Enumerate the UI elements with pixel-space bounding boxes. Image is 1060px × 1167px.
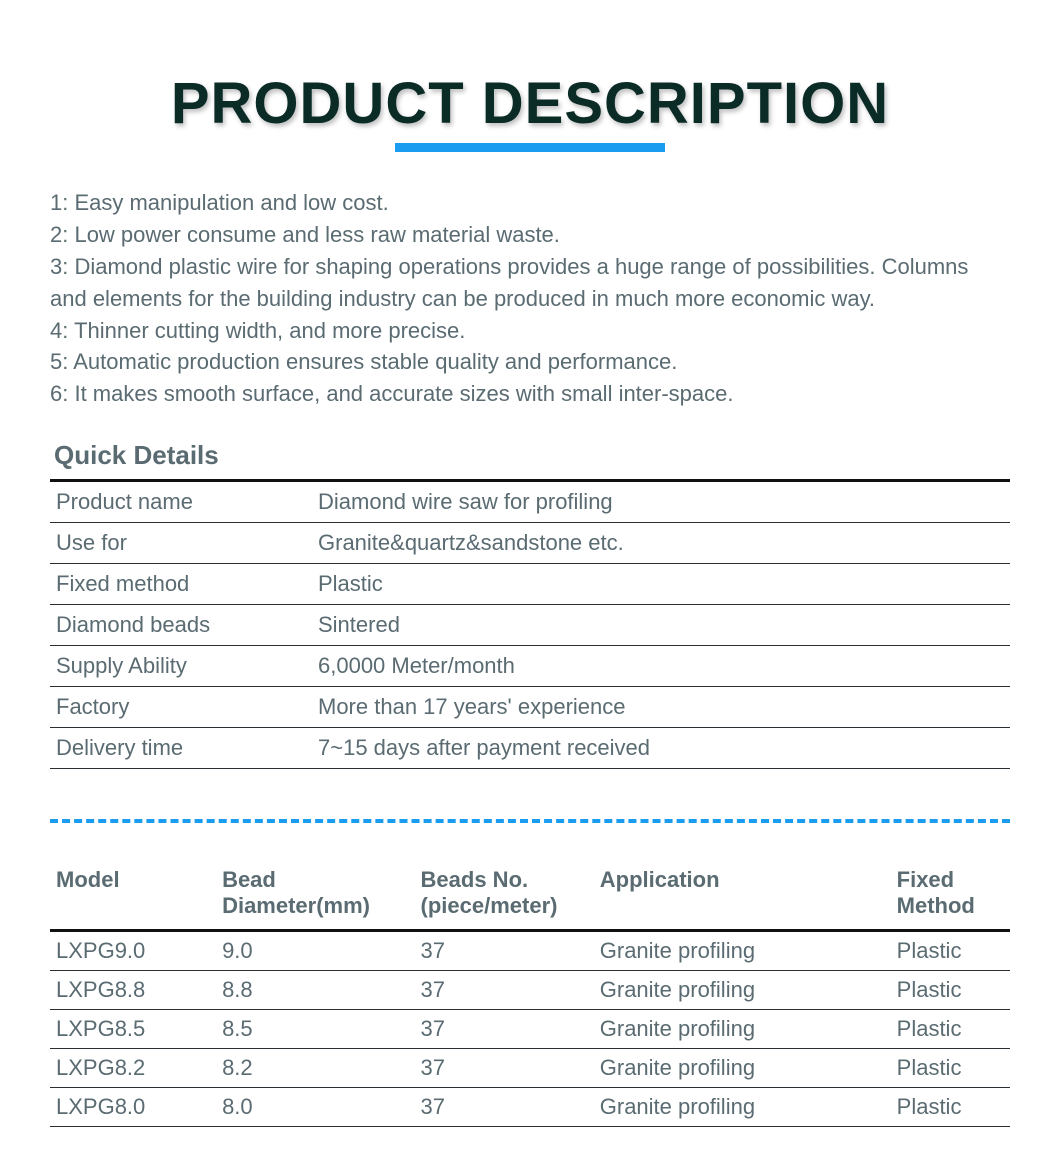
table-row: LXPG9.0 9.0 37 Granite profiling Plastic: [50, 931, 1010, 971]
cell-app: Granite profiling: [594, 1010, 891, 1049]
detail-value: Plastic: [312, 564, 1010, 605]
table-row: Use for Granite&quartz&sandstone etc.: [50, 523, 1010, 564]
cell-app: Granite profiling: [594, 1049, 891, 1088]
feature-item: 4: Thinner cutting width, and more preci…: [50, 315, 1010, 347]
cell-bead: 8.0: [216, 1088, 414, 1127]
cell-bead: 9.0: [216, 931, 414, 971]
cell-model: LXPG8.8: [50, 971, 216, 1010]
cell-beads: 37: [415, 971, 594, 1010]
table-header-row: Model Bead Diameter(mm) Beads No. (piece…: [50, 863, 1010, 931]
detail-label: Fixed method: [50, 564, 312, 605]
cell-fixed: Plastic: [891, 971, 1010, 1010]
cell-fixed: Plastic: [891, 1088, 1010, 1127]
cell-fixed: Plastic: [891, 1010, 1010, 1049]
cell-model: LXPG8.2: [50, 1049, 216, 1088]
detail-label: Delivery time: [50, 728, 312, 769]
table-row: Factory More than 17 years' experience: [50, 687, 1010, 728]
table-row: LXPG8.8 8.8 37 Granite profiling Plastic: [50, 971, 1010, 1010]
cell-bead: 8.5: [216, 1010, 414, 1049]
table-row: Fixed method Plastic: [50, 564, 1010, 605]
feature-item: 2: Low power consume and less raw materi…: [50, 219, 1010, 251]
table-row: Diamond beads Sintered: [50, 605, 1010, 646]
table-row: Product name Diamond wire saw for profil…: [50, 481, 1010, 523]
table-row: Delivery time 7~15 days after payment re…: [50, 728, 1010, 769]
cell-beads: 37: [415, 1049, 594, 1088]
cell-app: Granite profiling: [594, 971, 891, 1010]
detail-label: Product name: [50, 481, 312, 523]
cell-beads: 37: [415, 1010, 594, 1049]
table-row: LXPG8.0 8.0 37 Granite profiling Plastic: [50, 1088, 1010, 1127]
feature-item: 6: It makes smooth surface, and accurate…: [50, 378, 1010, 410]
cell-fixed: Plastic: [891, 931, 1010, 971]
cell-bead: 8.2: [216, 1049, 414, 1088]
cell-beads: 37: [415, 931, 594, 971]
table-row: Supply Ability 6,0000 Meter/month: [50, 646, 1010, 687]
cell-fixed: Plastic: [891, 1049, 1010, 1088]
page-title: PRODUCT DESCRIPTION: [50, 70, 1010, 137]
cell-bead: 8.8: [216, 971, 414, 1010]
col-header-model: Model: [50, 863, 216, 931]
table-row: LXPG8.2 8.2 37 Granite profiling Plastic: [50, 1049, 1010, 1088]
quick-details-table: Product name Diamond wire saw for profil…: [50, 479, 1010, 769]
models-table: Model Bead Diameter(mm) Beads No. (piece…: [50, 863, 1010, 1127]
detail-label: Use for: [50, 523, 312, 564]
detail-value: Granite&quartz&sandstone etc.: [312, 523, 1010, 564]
col-header-app: Application: [594, 863, 891, 931]
feature-item: 1: Easy manipulation and low cost.: [50, 187, 1010, 219]
detail-value: 7~15 days after payment received: [312, 728, 1010, 769]
detail-label: Supply Ability: [50, 646, 312, 687]
col-header-beads: Beads No. (piece/meter): [415, 863, 594, 931]
cell-model: LXPG9.0: [50, 931, 216, 971]
feature-list: 1: Easy manipulation and low cost. 2: Lo…: [50, 187, 1010, 410]
cell-app: Granite profiling: [594, 931, 891, 971]
detail-value: 6,0000 Meter/month: [312, 646, 1010, 687]
detail-label: Diamond beads: [50, 605, 312, 646]
table-row: LXPG8.5 8.5 37 Granite profiling Plastic: [50, 1010, 1010, 1049]
detail-value: Diamond wire saw for profiling: [312, 481, 1010, 523]
detail-value: Sintered: [312, 605, 1010, 646]
detail-label: Factory: [50, 687, 312, 728]
feature-item: 5: Automatic production ensures stable q…: [50, 346, 1010, 378]
col-header-fixed: Fixed Method: [891, 863, 1010, 931]
product-description-page: PRODUCT DESCRIPTION 1: Easy manipulation…: [0, 0, 1060, 1167]
title-block: PRODUCT DESCRIPTION: [50, 70, 1010, 152]
cell-model: LXPG8.5: [50, 1010, 216, 1049]
dashed-divider: [50, 819, 1010, 823]
title-underline: [395, 143, 665, 152]
feature-item: 3: Diamond plastic wire for shaping oper…: [50, 251, 1010, 315]
cell-beads: 37: [415, 1088, 594, 1127]
cell-model: LXPG8.0: [50, 1088, 216, 1127]
col-header-bead: Bead Diameter(mm): [216, 863, 414, 931]
quick-details-heading: Quick Details: [54, 440, 1010, 471]
detail-value: More than 17 years' experience: [312, 687, 1010, 728]
cell-app: Granite profiling: [594, 1088, 891, 1127]
